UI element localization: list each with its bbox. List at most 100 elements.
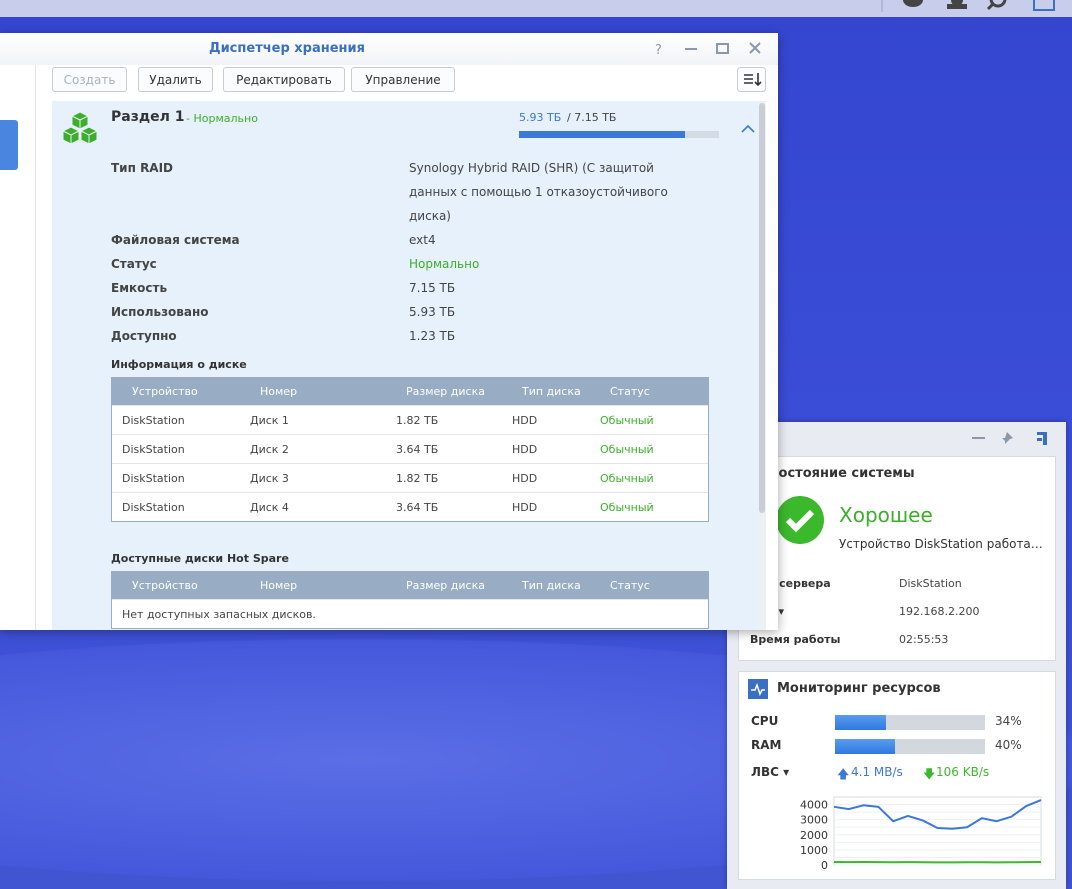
property-label: Тип RAID — [111, 161, 174, 175]
usage-fill — [519, 131, 685, 138]
meter-label: 40% — [995, 738, 1022, 752]
table-cell: 3.64 ТБ — [386, 434, 502, 464]
table-cell: 1.82 ТБ — [386, 463, 502, 493]
status-message: Устройство DiskStation работа… — [839, 537, 1043, 551]
widget-controls — [972, 432, 1047, 445]
network-chart: 0 1000 2000 3000 4000 — [800, 796, 1042, 872]
info-value: 192.168.2.200 — [899, 605, 980, 618]
table-header: Устройство Номер Размер диска Тип диска Стат… — [112, 572, 708, 600]
table-cell: Диск 4 — [240, 492, 386, 521]
empty-message: Нет доступных запасных дисков. — [112, 599, 708, 628]
table-row[interactable]: DiskStation Диск 3 1.82 ТБ HDD Обычный — [112, 463, 708, 493]
network-label: ЛВС ▾ — [751, 765, 790, 779]
column-header: Номер — [240, 572, 386, 600]
monitor-icon — [748, 679, 768, 699]
svg-text:?: ? — [655, 43, 662, 58]
section-title: Доступные диски Hot Spare — [111, 552, 289, 565]
toolbar-button[interactable]: Создать — [52, 67, 127, 92]
collapse-toggle[interactable] — [740, 123, 756, 135]
table-cell: HDD — [502, 434, 590, 464]
toolbar-button[interactable]: Удалить — [138, 67, 213, 92]
column-header: Устройство — [112, 378, 240, 406]
property-value: Synology Hybrid RAID (SHR) (С защитой да… — [409, 161, 668, 223]
table-cell: Обычный — [590, 405, 708, 435]
storage-manager-window: Диспетчер хранения ? Создать Удалить Редак… — [0, 33, 778, 630]
used-label: 5.93 ТБ — [519, 111, 562, 124]
disk-table-wrap: Устройство Номер Размер диска Тип диска Стат… — [111, 377, 709, 522]
scroll-thumb[interactable] — [759, 103, 765, 513]
table-row[interactable]: DiskStation Диск 2 3.64 ТБ HDD Обычный — [112, 434, 708, 464]
table-cell: Обычный — [590, 463, 708, 493]
property-value: 1.23 ТБ — [409, 329, 456, 343]
table-header: Устройство Номер Размер диска Тип диска Стат… — [112, 378, 708, 406]
resource-monitor-card: Мониторинг ресурсов CPU 34% RAM 40% ЛВС ▾ 🡅… — [738, 671, 1056, 880]
table-row: Нет доступных запасных дисков. — [112, 599, 708, 628]
window-controls[interactable]: ? — [648, 39, 768, 59]
section-title: Информация о диске — [111, 358, 247, 371]
sidebar-selected[interactable] — [0, 120, 18, 170]
table-row[interactable]: DiskStation Диск 4 3.64 ТБ HDD Обычный — [112, 492, 708, 521]
y-tick-label: 1000 — [800, 844, 828, 857]
column-header: Тип диска — [502, 572, 590, 600]
y-tick-label: 0 — [821, 859, 828, 872]
volume-panel: Раздел 1 - Нормально 5.93 ТБ / 7.15 ТБ Т… — [52, 101, 758, 630]
y-tick-label: 4000 — [800, 799, 828, 812]
toolbar-button[interactable]: Управление — [351, 67, 455, 92]
property-value: Нормально — [409, 257, 480, 271]
scrollbar[interactable] — [758, 101, 766, 630]
volume-icon — [62, 111, 98, 145]
top-bar — [0, 0, 1072, 17]
upload-arrow: 🡅 — [837, 767, 850, 781]
y-tick-label: 2000 — [800, 829, 828, 842]
column-header: Статус — [590, 572, 708, 600]
property-value: 5.93 ТБ — [409, 305, 456, 319]
volume-name: Раздел 1 — [111, 109, 185, 125]
table-cell: DiskStation — [112, 492, 240, 521]
table-cell: HDD — [502, 492, 590, 521]
table-cell: Обычный — [590, 492, 708, 521]
status-icon — [776, 496, 824, 544]
info-value: DiskStation — [899, 577, 962, 590]
column-header: Размер диска — [386, 378, 502, 406]
table-row[interactable]: DiskStation Диск 1 1.82 ТБ HDD Обычный — [112, 405, 708, 435]
toolbar-button[interactable]: Редактировать — [223, 67, 345, 92]
table-cell: HDD — [502, 405, 590, 435]
spare-table: Устройство Номер Размер диска Тип диска Стат… — [112, 572, 708, 628]
properties: Тип RAID Synology Hybrid RAID (SHR) (С за… — [111, 156, 674, 348]
window-title: Диспетчер хранения — [209, 41, 365, 56]
status-text: Хорошее — [839, 503, 933, 527]
table-cell: DiskStation — [112, 405, 240, 435]
property-label: Доступно — [111, 329, 177, 343]
table-cell: HDD — [502, 463, 590, 493]
disk-table: Устройство Номер Размер диска Тип диска Стат… — [112, 378, 708, 521]
column-header: Статус — [590, 378, 708, 406]
property-label: Файловая система — [111, 233, 240, 247]
meter-name: RAM — [751, 738, 782, 752]
table-cell: Диск 1 — [240, 405, 386, 435]
table-cell: DiskStation — [112, 434, 240, 464]
download-arrow: 🡇 — [923, 767, 936, 781]
meter-label: 34% — [995, 714, 1022, 728]
meter-fill — [835, 739, 895, 754]
title-bar — [0, 33, 778, 65]
download-rate: 106 KB/s — [936, 765, 990, 779]
y-tick-label: 3000 — [800, 814, 828, 827]
meter-track — [835, 715, 985, 730]
column-header: Тип диска — [502, 378, 590, 406]
table-cell: DiskStation — [112, 463, 240, 493]
property-label: Емкость — [111, 281, 168, 295]
table-cell: 1.82 ТБ — [386, 405, 502, 435]
property-value: 7.15 ТБ — [409, 281, 456, 295]
upload-rate: 4.1 MB/s — [851, 765, 903, 779]
sort-button[interactable] — [737, 67, 766, 92]
column-header: Размер диска — [386, 572, 502, 600]
system-status-card: Состояние системы Хорошее Устройство Dis… — [738, 456, 1056, 661]
total-label: / 7.15 ТБ — [567, 111, 617, 124]
column-header: Устройство — [112, 572, 240, 600]
volume-status: - Нормально — [186, 112, 258, 125]
usage-track — [519, 131, 719, 138]
plot-area — [833, 796, 1042, 866]
meter-track — [835, 739, 985, 754]
property-label: Статус — [111, 257, 157, 271]
